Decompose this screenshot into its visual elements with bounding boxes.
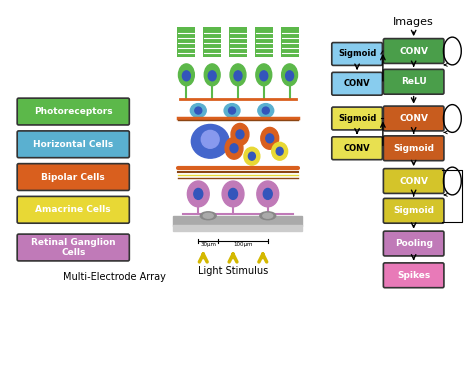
- Ellipse shape: [224, 104, 240, 117]
- FancyBboxPatch shape: [17, 131, 129, 158]
- Ellipse shape: [182, 71, 191, 81]
- Ellipse shape: [204, 64, 220, 86]
- Ellipse shape: [263, 188, 272, 199]
- Ellipse shape: [231, 123, 249, 145]
- Text: Amacrine Cells: Amacrine Cells: [36, 205, 111, 214]
- Bar: [281, 27, 299, 57]
- Ellipse shape: [276, 147, 283, 155]
- FancyBboxPatch shape: [383, 231, 444, 256]
- Ellipse shape: [201, 130, 219, 148]
- Text: Multi-Electrode Array: Multi-Electrode Array: [64, 272, 166, 282]
- Ellipse shape: [228, 107, 236, 114]
- FancyBboxPatch shape: [383, 169, 444, 193]
- Text: Sigmoid: Sigmoid: [338, 114, 376, 123]
- Ellipse shape: [194, 188, 203, 199]
- FancyBboxPatch shape: [17, 234, 129, 261]
- Text: Pooling: Pooling: [395, 239, 433, 248]
- Text: Horizontal Cells: Horizontal Cells: [33, 140, 113, 149]
- Text: Retinal Ganglion
Cells: Retinal Ganglion Cells: [31, 238, 116, 257]
- Text: CONV: CONV: [399, 114, 428, 123]
- Ellipse shape: [191, 124, 229, 158]
- Text: 100μm: 100μm: [233, 242, 253, 247]
- FancyBboxPatch shape: [383, 106, 444, 131]
- Ellipse shape: [286, 71, 293, 81]
- Ellipse shape: [228, 188, 237, 199]
- FancyBboxPatch shape: [383, 263, 444, 288]
- Bar: [229, 27, 247, 57]
- FancyBboxPatch shape: [17, 164, 129, 190]
- FancyBboxPatch shape: [383, 198, 444, 223]
- Ellipse shape: [234, 71, 242, 81]
- Text: Sigmoid: Sigmoid: [393, 206, 434, 215]
- Ellipse shape: [178, 64, 194, 86]
- Text: Images: Images: [393, 17, 434, 27]
- Bar: [173, 225, 302, 231]
- Text: Photoreceptors: Photoreceptors: [34, 107, 112, 116]
- Text: ReLU: ReLU: [401, 77, 427, 86]
- Text: CONV: CONV: [399, 176, 428, 186]
- Bar: [177, 27, 195, 57]
- Ellipse shape: [260, 71, 268, 81]
- Ellipse shape: [187, 181, 209, 207]
- Ellipse shape: [201, 212, 216, 220]
- Ellipse shape: [208, 71, 216, 81]
- Text: Spikes: Spikes: [397, 271, 430, 280]
- Ellipse shape: [203, 213, 213, 218]
- Text: CONV: CONV: [344, 79, 370, 88]
- Ellipse shape: [266, 134, 273, 143]
- Ellipse shape: [261, 127, 279, 149]
- FancyBboxPatch shape: [383, 38, 444, 63]
- FancyBboxPatch shape: [332, 72, 383, 95]
- Ellipse shape: [262, 107, 269, 114]
- Text: 30μm: 30μm: [200, 242, 216, 247]
- Ellipse shape: [195, 107, 202, 114]
- Text: CONV: CONV: [344, 144, 370, 153]
- Bar: [173, 216, 302, 226]
- Text: Light Stimulus: Light Stimulus: [198, 266, 268, 276]
- Ellipse shape: [230, 64, 246, 86]
- Text: Sigmoid: Sigmoid: [338, 49, 376, 59]
- FancyBboxPatch shape: [332, 107, 383, 130]
- Ellipse shape: [256, 64, 272, 86]
- Text: Bipolar Cells: Bipolar Cells: [41, 172, 105, 182]
- Ellipse shape: [272, 142, 288, 160]
- Text: CONV: CONV: [399, 46, 428, 56]
- Ellipse shape: [248, 152, 255, 160]
- Text: Sigmoid: Sigmoid: [393, 144, 434, 153]
- Ellipse shape: [191, 104, 206, 117]
- Ellipse shape: [236, 130, 244, 139]
- Bar: [203, 27, 221, 57]
- FancyBboxPatch shape: [17, 98, 129, 125]
- FancyBboxPatch shape: [383, 136, 444, 161]
- Ellipse shape: [260, 212, 276, 220]
- FancyBboxPatch shape: [332, 42, 383, 66]
- Ellipse shape: [230, 144, 238, 153]
- Bar: [255, 27, 273, 57]
- Ellipse shape: [258, 104, 273, 117]
- FancyBboxPatch shape: [17, 197, 129, 223]
- FancyBboxPatch shape: [383, 70, 444, 94]
- FancyBboxPatch shape: [332, 137, 383, 160]
- Ellipse shape: [244, 147, 260, 165]
- Ellipse shape: [222, 181, 244, 207]
- Ellipse shape: [257, 181, 279, 207]
- Ellipse shape: [282, 64, 298, 86]
- Ellipse shape: [263, 213, 273, 218]
- Ellipse shape: [225, 137, 243, 159]
